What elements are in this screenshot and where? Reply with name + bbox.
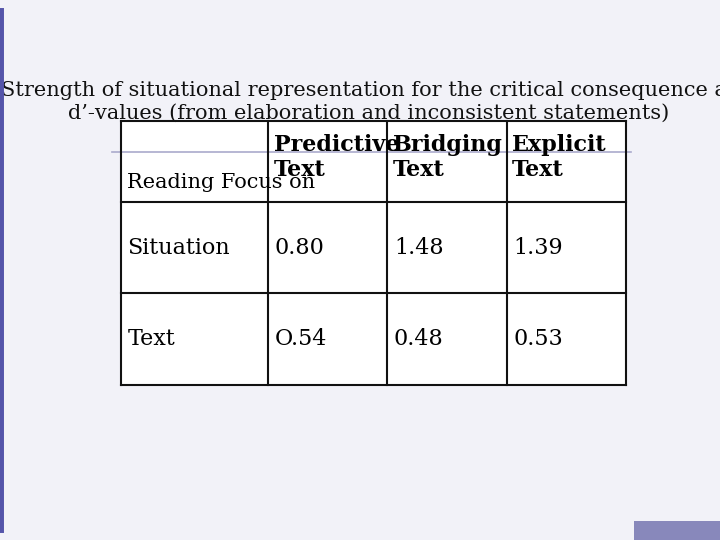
Text: Text: Text: [127, 328, 175, 350]
Text: Bridging
Text: Bridging Text: [393, 133, 503, 181]
Text: Situation: Situation: [127, 237, 230, 259]
Text: Strength of situational representation for the critical consequence as
d’-values: Strength of situational representation f…: [1, 82, 720, 123]
Bar: [121, 121, 626, 385]
Text: 1.48: 1.48: [394, 237, 444, 259]
Text: Reading Focus on: Reading Focus on: [127, 173, 315, 192]
Text: 1.39: 1.39: [513, 237, 563, 259]
Text: 0.48: 0.48: [394, 328, 444, 350]
Text: O.54: O.54: [274, 328, 327, 350]
Text: 0.80: 0.80: [274, 237, 325, 259]
Text: 0.53: 0.53: [513, 328, 563, 350]
Text: Explicit
Text: Explicit Text: [512, 133, 607, 181]
Text: Predictive
Text: Predictive Text: [274, 133, 399, 181]
